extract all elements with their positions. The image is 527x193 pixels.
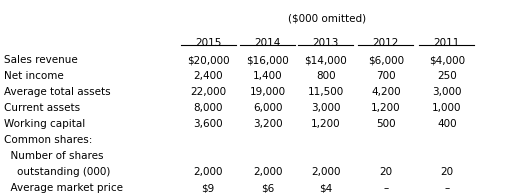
Text: $20,000: $20,000 xyxy=(187,55,229,65)
Text: $6,000: $6,000 xyxy=(368,55,404,65)
Text: 250: 250 xyxy=(437,71,457,81)
Text: Number of shares: Number of shares xyxy=(4,151,104,161)
Text: Current assets: Current assets xyxy=(4,103,80,113)
Text: 8,000: 8,000 xyxy=(193,103,223,113)
Text: $16,000: $16,000 xyxy=(246,55,289,65)
Text: ($000 omitted): ($000 omitted) xyxy=(288,14,366,24)
Text: Average total assets: Average total assets xyxy=(4,87,111,97)
Text: 800: 800 xyxy=(316,71,336,81)
Text: 6,000: 6,000 xyxy=(253,103,282,113)
Text: 1,200: 1,200 xyxy=(371,103,401,113)
Text: 3,000: 3,000 xyxy=(432,87,462,97)
Text: 3,600: 3,600 xyxy=(193,119,223,129)
Text: $6: $6 xyxy=(261,183,275,193)
Text: 2014: 2014 xyxy=(255,38,281,48)
Text: Sales revenue: Sales revenue xyxy=(4,55,78,65)
Text: 500: 500 xyxy=(376,119,396,129)
Text: Net income: Net income xyxy=(4,71,64,81)
Text: –: – xyxy=(383,183,388,193)
Text: 3,000: 3,000 xyxy=(311,103,340,113)
Text: outstanding (000): outstanding (000) xyxy=(4,167,111,177)
Text: $14,000: $14,000 xyxy=(304,55,347,65)
Text: Working capital: Working capital xyxy=(4,119,85,129)
Text: 700: 700 xyxy=(376,71,396,81)
Text: 11,500: 11,500 xyxy=(308,87,344,97)
Text: $4: $4 xyxy=(319,183,333,193)
Text: 22,000: 22,000 xyxy=(190,87,226,97)
Text: 1,000: 1,000 xyxy=(432,103,462,113)
Text: 400: 400 xyxy=(437,119,457,129)
Text: 20: 20 xyxy=(379,167,392,177)
Text: 2015: 2015 xyxy=(195,38,221,48)
Text: 2,400: 2,400 xyxy=(193,71,223,81)
Text: 2,000: 2,000 xyxy=(193,167,223,177)
Text: 2011: 2011 xyxy=(434,38,460,48)
Text: 2,000: 2,000 xyxy=(311,167,340,177)
Text: $4,000: $4,000 xyxy=(429,55,465,65)
Text: 20: 20 xyxy=(441,167,453,177)
Text: 2,000: 2,000 xyxy=(253,167,282,177)
Text: 3,200: 3,200 xyxy=(253,119,282,129)
Text: 1,400: 1,400 xyxy=(253,71,282,81)
Text: 1,200: 1,200 xyxy=(311,119,340,129)
Text: 4,200: 4,200 xyxy=(371,87,401,97)
Text: 2012: 2012 xyxy=(373,38,399,48)
Text: 2013: 2013 xyxy=(313,38,339,48)
Text: Common shares:: Common shares: xyxy=(4,135,93,145)
Text: $9: $9 xyxy=(201,183,215,193)
Text: Average market price: Average market price xyxy=(4,183,123,193)
Text: –: – xyxy=(444,183,450,193)
Text: 19,000: 19,000 xyxy=(250,87,286,97)
